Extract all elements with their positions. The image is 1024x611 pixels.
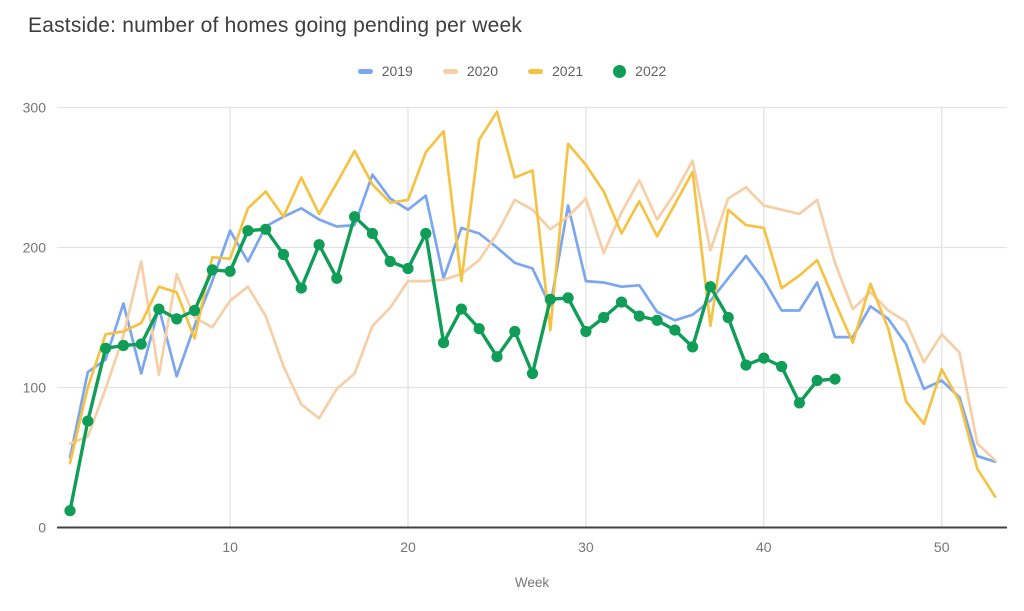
series-2022-point-week-8[interactable]	[188, 304, 201, 317]
legend-item-2022[interactable]: 2022	[613, 63, 666, 79]
series-2022-point-week-30[interactable]	[580, 325, 592, 338]
series-2022-point-week-21[interactable]	[420, 227, 432, 240]
series-2022-point-week-7[interactable]	[171, 313, 183, 325]
series-2022-point-week-1[interactable]	[64, 505, 76, 517]
series-2022-point-week-27[interactable]	[526, 367, 539, 380]
legend-label-2021: 2021	[552, 63, 584, 79]
legend-swatch-2021-dash	[528, 68, 543, 74]
series-2022-point-week-15[interactable]	[313, 239, 325, 251]
series-2022-point-week-40[interactable]	[758, 352, 770, 364]
series-2022-point-week-32[interactable]	[615, 296, 628, 308]
series-2022-point-week-44[interactable]	[829, 373, 841, 385]
x-tick-label-40: 40	[756, 539, 772, 555]
series-2022-point-week-25[interactable]	[491, 351, 503, 363]
series-2022-line[interactable]	[68, 214, 837, 513]
series-2022-point-week-35[interactable]	[669, 324, 681, 336]
legend-swatch-2019-dash	[357, 68, 373, 74]
series-2022-point-week-13[interactable]	[277, 248, 290, 261]
series-2022-point-week-24[interactable]	[473, 323, 485, 335]
y-tick-label-100: 100	[23, 380, 47, 396]
legend-item-2020[interactable]: 2020	[442, 63, 498, 79]
x-tick-label-20: 20	[400, 539, 416, 555]
series-2022-point-week-5[interactable]	[135, 338, 147, 350]
series-2022-point-week-2[interactable]	[82, 415, 94, 427]
x-tick-label-10: 10	[222, 539, 238, 555]
series-2022-point-week-26[interactable]	[509, 325, 521, 338]
series-2022-point-week-23[interactable]	[455, 303, 467, 315]
series-2022-point-week-29[interactable]	[562, 292, 574, 304]
series-2022-point-week-41[interactable]	[776, 360, 788, 373]
y-tick-label-0: 0	[38, 520, 46, 536]
series-2022-point-week-3[interactable]	[100, 342, 112, 354]
series-2022-point-week-19[interactable]	[384, 255, 396, 268]
series-2022-point-week-38[interactable]	[722, 311, 734, 324]
series-2022-point-week-42[interactable]	[793, 397, 806, 409]
series-2022-point-week-33[interactable]	[633, 310, 645, 322]
series-2022-point-week-39[interactable]	[740, 359, 752, 371]
legend-item-2019[interactable]: 2019	[357, 63, 413, 79]
series-2022-point-week-4[interactable]	[117, 339, 129, 352]
y-tick-label-300: 300	[23, 100, 47, 116]
series-2022-point-week-18[interactable]	[366, 227, 378, 240]
series-2022-point-week-6[interactable]	[153, 303, 165, 315]
series-2022-point-week-31[interactable]	[598, 311, 610, 324]
x-axis-title: Week	[515, 575, 550, 590]
series-2022-point-week-14[interactable]	[295, 282, 307, 294]
series-2022-point-week-12[interactable]	[260, 223, 272, 235]
series-2022-point-week-9[interactable]	[206, 264, 218, 276]
series-2022-point-week-10[interactable]	[224, 265, 236, 277]
x-tick-label-30: 30	[578, 539, 594, 555]
y-tick-label-200: 200	[23, 240, 47, 256]
series-2022-point-week-17[interactable]	[349, 211, 361, 223]
x-tick-label-50: 50	[934, 539, 950, 555]
legend-label-2020: 2020	[466, 63, 498, 79]
chart-legend: 2019 2020 2021 2022	[0, 58, 1024, 84]
series-2022-point-week-20[interactable]	[402, 262, 414, 275]
series-2022-point-week-28[interactable]	[544, 293, 556, 305]
legend-item-2021[interactable]: 2021	[528, 63, 583, 79]
legend-swatch-2022-circle	[613, 64, 627, 78]
legend-label-2022: 2022	[635, 63, 667, 79]
series-2022-point-week-36[interactable]	[687, 341, 699, 353]
series-2022-point-week-43[interactable]	[811, 374, 823, 387]
series-2022-point-week-34[interactable]	[651, 314, 663, 326]
series-2022-point-week-16[interactable]	[331, 272, 343, 284]
series-2019-line[interactable]	[68, 173, 997, 464]
series-2022-point-week-22[interactable]	[438, 337, 450, 349]
legend-label-2019: 2019	[381, 63, 413, 79]
series-2022-point-week-11[interactable]	[242, 225, 254, 237]
legend-swatch-2020-dash	[442, 68, 458, 74]
series-2020-line[interactable]	[68, 159, 997, 462]
series-2022-point-week-37[interactable]	[704, 281, 717, 293]
series-2021-line[interactable]	[68, 110, 997, 499]
chart-title: Eastside: number of homes going pending …	[28, 14, 523, 37]
